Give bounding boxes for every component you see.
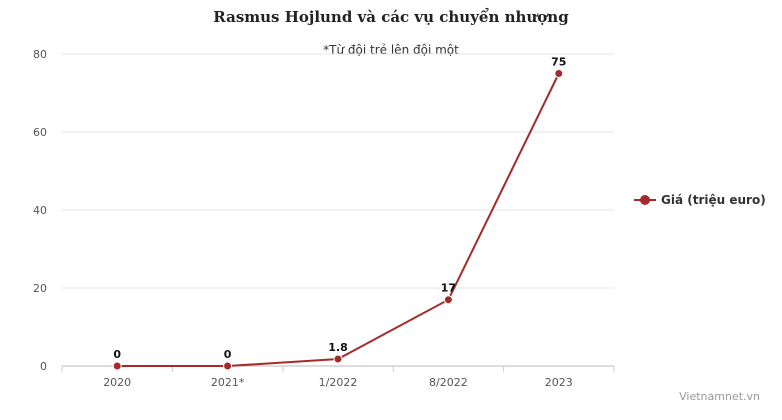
- data-point: [443, 295, 453, 305]
- y-tick-label: 60: [33, 126, 47, 139]
- data-point: [333, 354, 343, 364]
- data-label: 0: [224, 348, 232, 361]
- chart-title: Rasmus Hojlund và các vụ chuyển nhượng: [213, 8, 569, 26]
- y-tick-label: 0: [40, 360, 47, 373]
- series-line: [117, 73, 560, 367]
- y-tick-label: 80: [33, 48, 47, 61]
- y-tick-label: 40: [33, 204, 47, 217]
- data-point: [223, 361, 233, 371]
- legend-label: Giá (triệu euro): [661, 193, 766, 207]
- data-label: 17: [441, 282, 456, 295]
- x-tick-label: 8/2022: [429, 376, 468, 389]
- source-credit: Vietnamnet.vn: [679, 390, 760, 403]
- y-tick-label: 20: [33, 282, 47, 295]
- x-tick-label: 2023: [545, 376, 573, 389]
- legend-marker-icon: [634, 194, 656, 206]
- data-label: 75: [551, 56, 566, 69]
- x-tick-label: 2020: [103, 376, 131, 389]
- data-label: 1.8: [328, 341, 348, 354]
- data-point: [554, 69, 564, 78]
- legend[interactable]: Giá (triệu euro): [634, 193, 766, 207]
- x-tick-label: 2021*: [211, 376, 245, 389]
- data-label: 0: [113, 348, 121, 361]
- data-point: [112, 361, 122, 371]
- x-tick-label: 1/2022: [319, 376, 358, 389]
